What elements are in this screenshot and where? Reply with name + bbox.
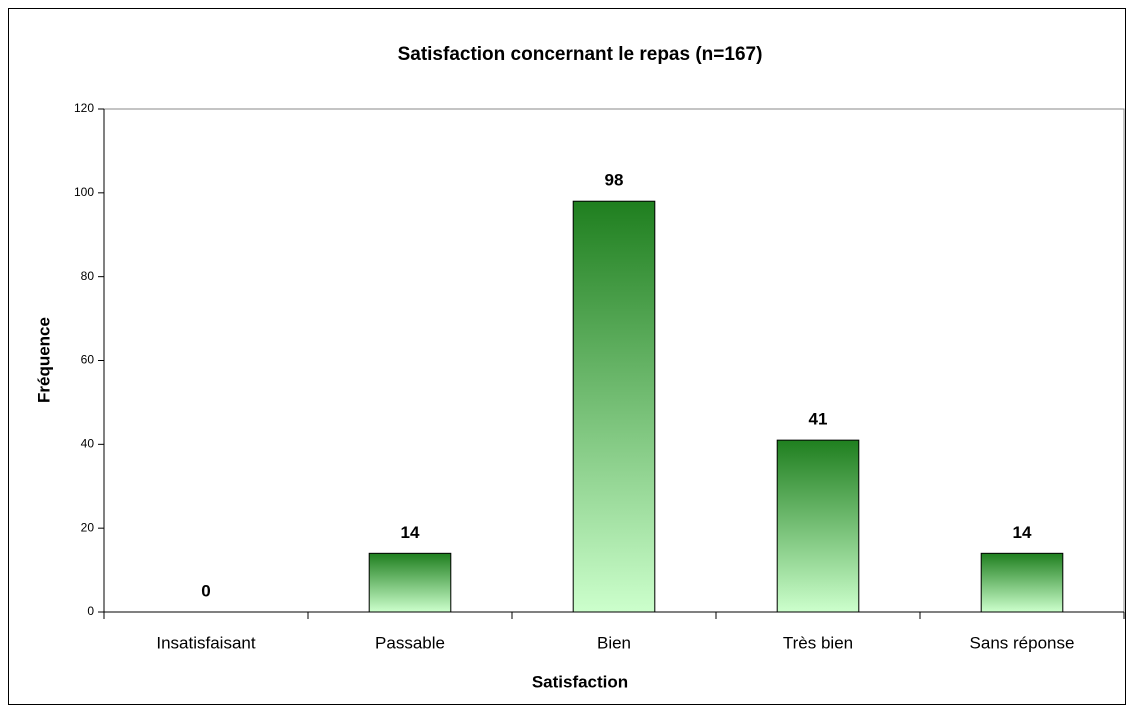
y-tick-label: 40 bbox=[81, 437, 95, 451]
y-tick-label: 100 bbox=[74, 185, 94, 199]
y-tick-label: 60 bbox=[81, 353, 95, 367]
value-label: 98 bbox=[605, 171, 624, 190]
value-label: 14 bbox=[1013, 523, 1032, 542]
x-axis-label: Satisfaction bbox=[532, 672, 628, 691]
value-label: 41 bbox=[809, 410, 828, 429]
y-tick-label: 120 bbox=[74, 101, 94, 115]
chart-frame bbox=[8, 8, 1126, 705]
y-tick-label: 80 bbox=[81, 269, 95, 283]
bar bbox=[572, 200, 656, 613]
y-tick-label: 0 bbox=[87, 604, 94, 618]
value-label: 0 bbox=[201, 581, 210, 600]
x-tick-label: Bien bbox=[597, 633, 631, 652]
bar bbox=[776, 439, 860, 613]
x-tick-label: Passable bbox=[375, 633, 445, 652]
chart-title: Satisfaction concernant le repas (n=167) bbox=[398, 44, 763, 65]
x-tick-label: Très bien bbox=[783, 633, 853, 652]
y-axis-label: Fréquence bbox=[34, 317, 53, 403]
x-tick-label: Sans réponse bbox=[970, 633, 1075, 652]
bar bbox=[368, 552, 452, 613]
value-label: 14 bbox=[401, 523, 420, 542]
x-tick-label: Insatisfaisant bbox=[156, 633, 255, 652]
y-tick-label: 20 bbox=[81, 520, 95, 534]
bar bbox=[980, 552, 1064, 613]
